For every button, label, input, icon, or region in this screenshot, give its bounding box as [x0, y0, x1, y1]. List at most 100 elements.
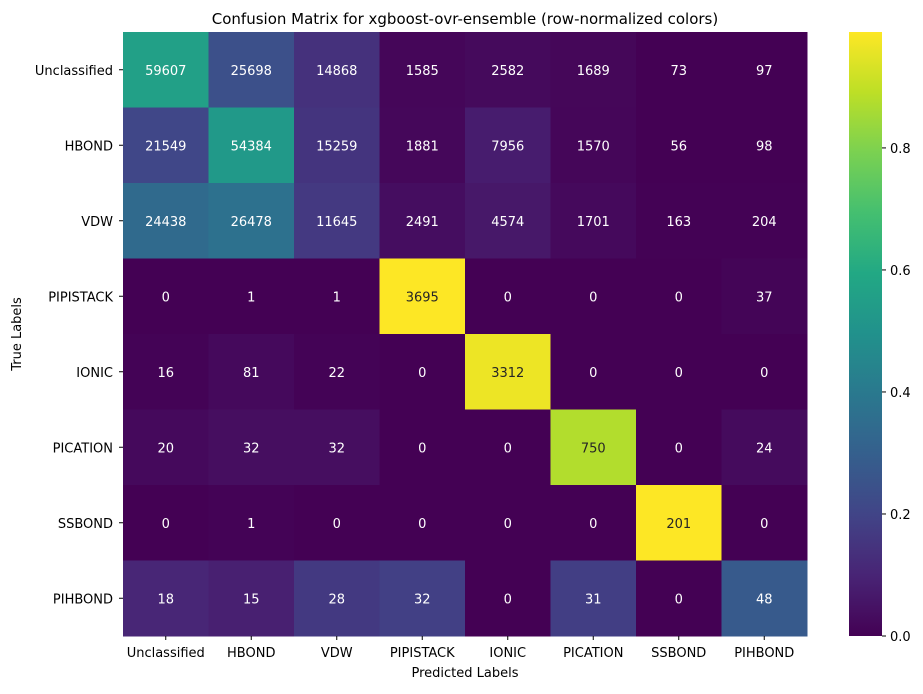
cell-value-label: 0	[418, 517, 426, 532]
x-tick-label: SSBOND	[651, 646, 706, 661]
cell-value-label: 1	[247, 290, 255, 305]
heatmap-cell	[550, 409, 637, 486]
cell-value-label: 201	[666, 517, 691, 532]
heatmap-cell	[123, 183, 209, 259]
cell-value-label: 0	[504, 592, 512, 607]
colorbar-tick-label: 0.2	[890, 508, 911, 523]
heatmap-cell	[465, 107, 551, 184]
cell-value-label: 73	[670, 64, 687, 79]
cell-value-label: 24438	[145, 215, 186, 230]
cell-value-label: 0	[418, 441, 426, 456]
heatmap-cell	[123, 560, 209, 637]
heatmap-cell	[294, 258, 380, 335]
heatmap-cell	[123, 409, 209, 486]
cell-value-label: 11645	[316, 215, 357, 230]
cell-value-label: 1701	[577, 215, 610, 230]
cell-value-label: 25698	[231, 64, 272, 79]
x-tick-label: PICATION	[563, 646, 623, 661]
cell-value-label: 0	[760, 517, 768, 532]
heatmap-cell	[721, 107, 808, 184]
cell-value-label: 1881	[406, 139, 439, 154]
heatmap-cell	[721, 32, 808, 108]
cell-value-label: 15259	[316, 139, 357, 154]
colorbar-tick-label: 0.8	[890, 142, 911, 157]
heatmap-cell	[550, 32, 637, 108]
x-axis-label: Predicted Labels	[411, 666, 518, 681]
cell-value-label: 54384	[231, 139, 272, 154]
cell-value-label: 56	[670, 139, 687, 154]
heatmap-cell	[208, 334, 295, 410]
heatmap-cell	[636, 183, 722, 259]
heatmap-cell	[550, 183, 637, 259]
cell-value-label: 2582	[491, 64, 524, 79]
heatmap-cell	[721, 485, 808, 561]
heatmap-cell	[465, 32, 551, 108]
heatmap-cell	[208, 560, 295, 637]
cell-value-label: 1	[247, 517, 255, 532]
cell-value-label: 31	[585, 592, 602, 607]
heatmap-cell	[294, 485, 380, 561]
heatmap-cell	[465, 485, 551, 561]
cell-value-label: 0	[333, 517, 341, 532]
heatmap-cell	[208, 409, 295, 486]
heatmap-cell	[208, 107, 295, 184]
heatmap-cell	[294, 183, 380, 259]
y-tick-label: VDW	[81, 215, 113, 230]
heatmap-cell	[294, 560, 380, 637]
heatmap-cell	[465, 183, 551, 259]
heatmap-cell	[721, 334, 808, 410]
heatmap-cell	[294, 334, 380, 410]
heatmap-cell	[721, 258, 808, 335]
cell-value-label: 0	[589, 366, 597, 381]
cell-value-label: 28	[328, 592, 345, 607]
cell-value-label: 24	[756, 441, 773, 456]
heatmap-cell	[208, 183, 295, 259]
heatmap-cells	[123, 32, 808, 637]
cell-value-label: 1689	[577, 64, 610, 79]
cell-value-label: 22	[328, 366, 345, 381]
cell-value-label: 0	[675, 441, 683, 456]
heatmap-cell	[550, 107, 637, 184]
cell-value-label: 16	[157, 366, 174, 381]
y-tick-label: Unclassified	[35, 64, 113, 79]
heatmap-cell	[294, 32, 380, 108]
heatmap-cell	[294, 409, 380, 486]
cell-value-label: 20	[157, 441, 174, 456]
heatmap-cell	[379, 560, 466, 637]
heatmap-cell	[379, 107, 466, 184]
colorbar	[849, 32, 882, 636]
cell-value-label: 14868	[316, 64, 357, 79]
heatmap-cell	[208, 258, 295, 335]
heatmap-cell	[550, 560, 637, 637]
heatmap-cell	[123, 258, 209, 335]
heatmap-cell	[465, 258, 551, 335]
heatmap-cell	[550, 334, 637, 410]
cell-value-label: 0	[760, 366, 768, 381]
x-tick-label: HBOND	[227, 646, 275, 661]
cell-value-label: 37	[756, 290, 773, 305]
cell-value-label: 0	[675, 592, 683, 607]
cell-value-label: 0	[504, 441, 512, 456]
cell-value-label: 3695	[406, 290, 439, 305]
heatmap-cell	[636, 409, 722, 486]
x-tick-label: VDW	[321, 646, 353, 661]
cell-value-label: 32	[414, 592, 431, 607]
colorbar-tick-label: 0.0	[890, 630, 911, 645]
cell-value-label: 0	[589, 290, 597, 305]
heatmap-cell	[379, 485, 466, 561]
cell-value-label: 18	[157, 592, 174, 607]
y-tick-label: IONIC	[76, 366, 113, 381]
cell-value-label: 0	[162, 290, 170, 305]
heatmap-cell	[721, 183, 808, 259]
heatmap-cell	[636, 560, 722, 637]
heatmap-cell	[379, 409, 466, 486]
heatmap-cell	[636, 32, 722, 108]
cell-value-label: 0	[675, 290, 683, 305]
cell-value-label: 21549	[145, 139, 186, 154]
heatmap-cell	[636, 485, 722, 561]
cell-value-label: 163	[666, 215, 691, 230]
x-tick-label: IONIC	[489, 646, 526, 661]
y-tick-label: PIHBOND	[53, 592, 113, 607]
cell-value-label: 15	[243, 592, 260, 607]
